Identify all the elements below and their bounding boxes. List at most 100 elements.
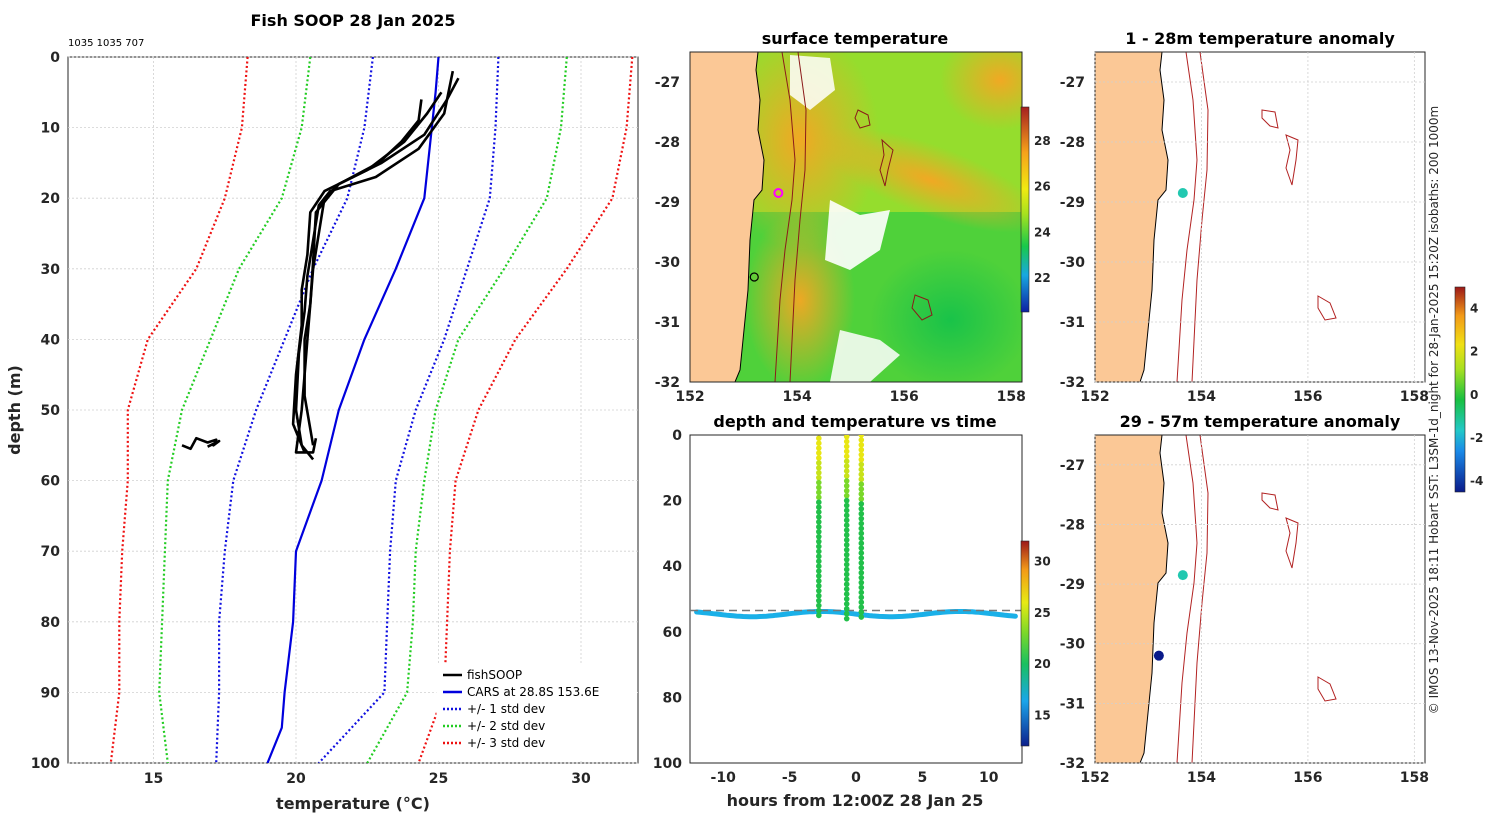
dt-cast-point [858, 579, 865, 586]
a1-xtick-label: 158 [1400, 389, 1429, 405]
a1-xtick-label: 156 [1293, 389, 1322, 405]
sst-ticks: 152 154 156 158 -27 -28 -29 -30 -31 -32 [655, 75, 1026, 405]
a2-seamount-3 [1317, 676, 1337, 702]
a2-isobath-200 [1176, 435, 1198, 763]
dt-cast-point [816, 592, 822, 599]
dt-cast-point [843, 473, 850, 479]
dt-cast-point [858, 461, 865, 468]
dt-ytick-label: 100 [653, 756, 682, 772]
dt-cast-point [843, 561, 850, 568]
dt-cast-point [843, 487, 850, 494]
a2-field [1095, 435, 1425, 763]
anomaly-colorbar-tick-label: -2 [1470, 431, 1483, 445]
dt-cast-point [843, 435, 850, 440]
anomaly-colorbar [1454, 286, 1466, 493]
dt-ytick-label: 0 [672, 428, 682, 444]
dt-ytick-label: 20 [663, 494, 683, 510]
legend-sd1: +/- 1 std dev [467, 702, 545, 716]
dt-cast-point [843, 507, 850, 514]
dt-cast-point [858, 565, 865, 571]
profile-xlabel: temperature (°C) [276, 794, 430, 813]
cast-ids: 1035 1035 707 [68, 38, 144, 49]
a2-ticks: 152 154 156 158 -27 -28 -29 -30 -31 -32 [1060, 458, 1429, 786]
dt-cast-point [858, 535, 865, 542]
a2-xtick-label: 152 [1080, 770, 1109, 786]
anomaly-colorbar-tick-label: 0 [1470, 388, 1478, 402]
a1-ytick-label: -30 [1060, 255, 1086, 271]
legend-sd3: +/- 3 std dev [467, 736, 545, 750]
a1-ytick-label: -27 [1060, 75, 1085, 91]
sst-warm-filament [816, 127, 1022, 233]
dt-cast-point [816, 602, 822, 609]
profile-series [109, 57, 634, 763]
profile-ytick-label: 10 [41, 121, 61, 137]
dt-xtick-label: -5 [782, 770, 798, 786]
a1-seamount-1 [1261, 109, 1279, 129]
sst-land [690, 52, 765, 382]
a2-seamount-1 [1261, 492, 1279, 511]
anomaly-deep-panel: 152 154 156 158 -27 -28 -29 -30 -31 -32 29 - 57m … [1060, 286, 1483, 786]
anomaly-colorbar-tick-label: 2 [1470, 345, 1478, 359]
dt-cast-point [816, 455, 822, 461]
dt-cast-point [843, 537, 850, 543]
profile-panel: 15 20 25 30 0 10 20 30 40 50 60 70 80 90 100 Fish SOOP… [5, 11, 639, 813]
dt-cast-point [843, 502, 850, 509]
dt-cast-point [843, 615, 850, 622]
profile-xtick-label: 25 [429, 771, 448, 787]
legend-fishsoop: fishSOOP [467, 668, 522, 682]
dt-cast-point [858, 471, 865, 478]
a1-title: 1 - 28m temperature anomaly [1125, 29, 1395, 48]
dt-cast-point [858, 604, 865, 610]
dt-cast-point [858, 599, 865, 606]
anomaly-colorbar-ticks: -4 -2 0 2 4 [1470, 302, 1483, 489]
dt-cast-point [843, 581, 850, 588]
legend-cars: CARS at 28.8S 153.6E [467, 685, 599, 699]
sst-colorbar-tick-label: 28 [1034, 134, 1051, 148]
profile-line-fishsoop-deep-fragment [181, 436, 221, 451]
profile-ytick-label: 80 [41, 615, 61, 631]
dt-colorbar-tick-label: 30 [1034, 555, 1051, 569]
a2-xtick-label: 156 [1293, 770, 1322, 786]
dt-cast-point [858, 550, 865, 556]
sst-cloud-2 [830, 330, 900, 382]
sst-black-marker [749, 272, 759, 282]
a2-anomaly-point [1177, 570, 1188, 581]
side-note: © IMOS 13-Nov-2025 18:11 Hobart SST: L3S… [1427, 106, 1441, 714]
dt-colorbar-tick-label: 25 [1034, 606, 1051, 620]
sst-seamount-2 [879, 138, 894, 187]
dt-cast-point [843, 517, 850, 524]
sst-ytick-label: -30 [655, 255, 681, 271]
dt-cast-point [858, 466, 865, 473]
dt-cast-point [843, 458, 850, 465]
dt-cast-point [816, 519, 822, 525]
sst-ytick-label: -31 [655, 315, 680, 331]
a2-ytick-label: -28 [1060, 517, 1085, 533]
a2-points [1153, 570, 1188, 661]
dt-cast-point [843, 606, 850, 612]
legend-box [436, 663, 638, 761]
profile-line-fishsoop-cast-4 [303, 99, 423, 446]
a2-grid [1094, 435, 1425, 764]
dt-cast-point [816, 435, 822, 442]
a2-land [1095, 435, 1169, 763]
dt-cast-point [843, 601, 850, 607]
dt-cast-point [816, 558, 822, 565]
anomaly-colorbar-tick-label: 4 [1470, 302, 1478, 316]
profile-line--2-std-dev-low- [158, 57, 312, 763]
dt-cast-point [816, 524, 822, 530]
a1-xtick-label: 154 [1187, 389, 1216, 405]
a1-field [1095, 52, 1425, 382]
dt-cast-point [843, 443, 850, 450]
dt-cast-point [843, 532, 850, 538]
sst-markers [749, 188, 784, 282]
dt-ytick-label: 80 [663, 690, 683, 706]
profile-xtick-label: 20 [286, 771, 306, 787]
dt-cast-point [816, 568, 822, 574]
dt-cast-point [816, 499, 822, 506]
dt-cast-point [816, 484, 822, 491]
a2-ytick-label: -32 [1060, 756, 1085, 772]
dt-cast-point [816, 548, 822, 555]
dt-cast-point [858, 510, 865, 517]
dt-cast-point [816, 465, 822, 471]
dt-cast-point [816, 479, 822, 486]
